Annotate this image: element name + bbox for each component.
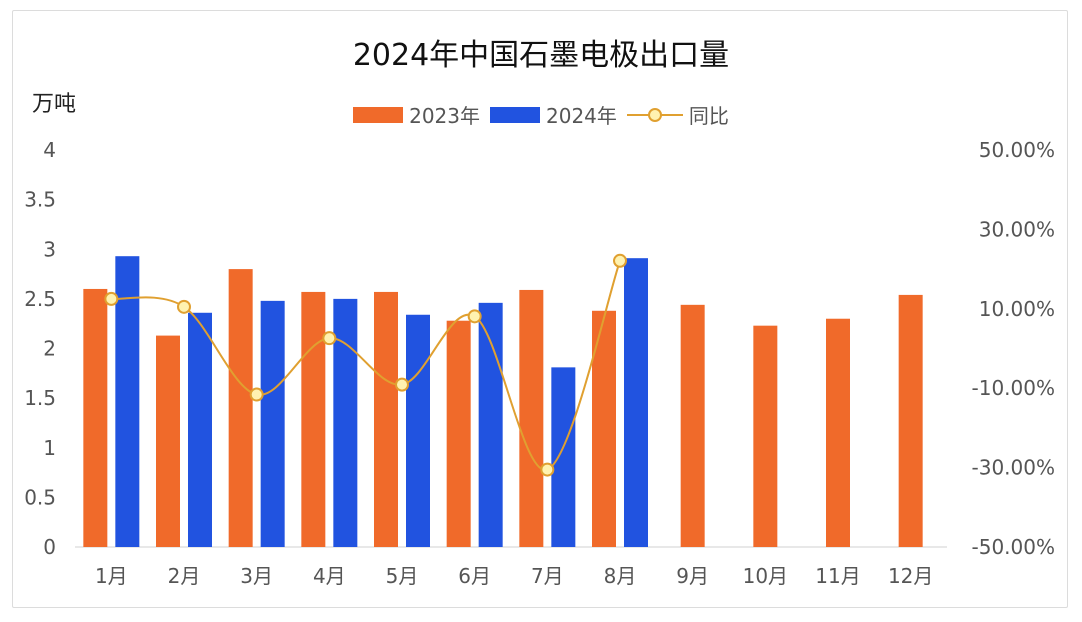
legend-swatch-2024 — [490, 106, 540, 123]
bar-2023 — [519, 289, 544, 547]
legend-item-2023: 2023年 — [353, 100, 480, 129]
bar-2024 — [260, 300, 285, 547]
y-right-tick-label: -50.00% — [972, 535, 1055, 559]
y-right-tick-label: 10.00% — [979, 297, 1055, 321]
x-tick-label: 8月 — [604, 564, 637, 588]
bar-2023 — [680, 304, 705, 547]
y-left-tick-label: 0 — [43, 535, 56, 559]
yoy-point — [104, 291, 119, 306]
bar-2024 — [115, 256, 140, 547]
x-tick-label: 10月 — [743, 564, 788, 588]
y-right-tick-label: -30.00% — [972, 456, 1055, 480]
x-tick-label: 7月 — [531, 564, 564, 588]
bar-2023 — [826, 318, 850, 547]
bar-2024 — [406, 314, 430, 547]
chart-legend: 2023年 2024年 同比 — [0, 100, 1082, 129]
x-tick-label: 5月 — [386, 564, 419, 588]
yoy-point — [540, 462, 555, 477]
y-left-tick-label: 4 — [43, 138, 56, 162]
y-left-tick-label: 3.5 — [24, 188, 56, 212]
x-tick-label: 1月 — [95, 564, 128, 588]
y-left-tick-label: 0.5 — [24, 485, 56, 509]
x-tick-label: 11月 — [815, 564, 860, 588]
yoy-point — [322, 331, 337, 346]
bar-2023 — [446, 320, 471, 547]
yoy-point — [613, 253, 627, 268]
y-right-tick-label: -10.00% — [972, 376, 1055, 400]
bar-2023 — [228, 269, 253, 547]
x-tick-label: 9月 — [676, 564, 709, 588]
legend-label-yoy: 同比 — [688, 104, 729, 128]
yoy-line — [111, 260, 621, 471]
y-axis-unit-label: 万吨 — [32, 92, 77, 117]
y-left-tick-label: 1 — [43, 436, 56, 460]
chart-title: 2024年中国石墨电极出口量 — [352, 38, 730, 73]
x-tick-label: 6月 — [458, 564, 491, 588]
legend-label-2023: 2023年 — [409, 104, 480, 128]
bar-2023 — [753, 325, 778, 547]
y-right-tick-label: 50.00% — [979, 138, 1055, 162]
y-right-tick-label: 30.00% — [979, 217, 1055, 241]
y-left-tick-label: 3 — [43, 237, 56, 261]
bar-2024 — [551, 367, 576, 547]
yoy-point — [467, 309, 482, 324]
bar-2024 — [624, 258, 648, 547]
bar-2023 — [83, 288, 108, 547]
bar-2023 — [374, 291, 398, 547]
legend-item-yoy: 同比 — [626, 100, 729, 129]
legend-label-2024: 2024年 — [546, 104, 617, 128]
legend-swatch-2023 — [353, 106, 404, 123]
yoy-point — [249, 387, 264, 402]
yoy-point — [177, 299, 191, 314]
bar-2024 — [333, 298, 358, 547]
legend-line-marker-icon — [626, 107, 683, 122]
y-left-tick-label: 2 — [43, 337, 56, 361]
y-left-tick-label: 2.5 — [24, 287, 56, 311]
bar-2023 — [156, 335, 180, 547]
y-left-tick-label: 1.5 — [24, 386, 56, 410]
legend-item-2024: 2024年 — [490, 100, 617, 129]
x-tick-label: 2月 — [168, 564, 201, 588]
x-tick-label: 4月 — [313, 564, 346, 588]
bar-2023 — [898, 294, 923, 547]
yoy-point — [395, 377, 409, 392]
bar-2024 — [188, 312, 212, 547]
x-tick-label: 3月 — [240, 564, 273, 588]
bar-2024 — [478, 302, 503, 547]
x-tick-label: 12月 — [888, 564, 933, 588]
bar-2023 — [301, 291, 326, 547]
